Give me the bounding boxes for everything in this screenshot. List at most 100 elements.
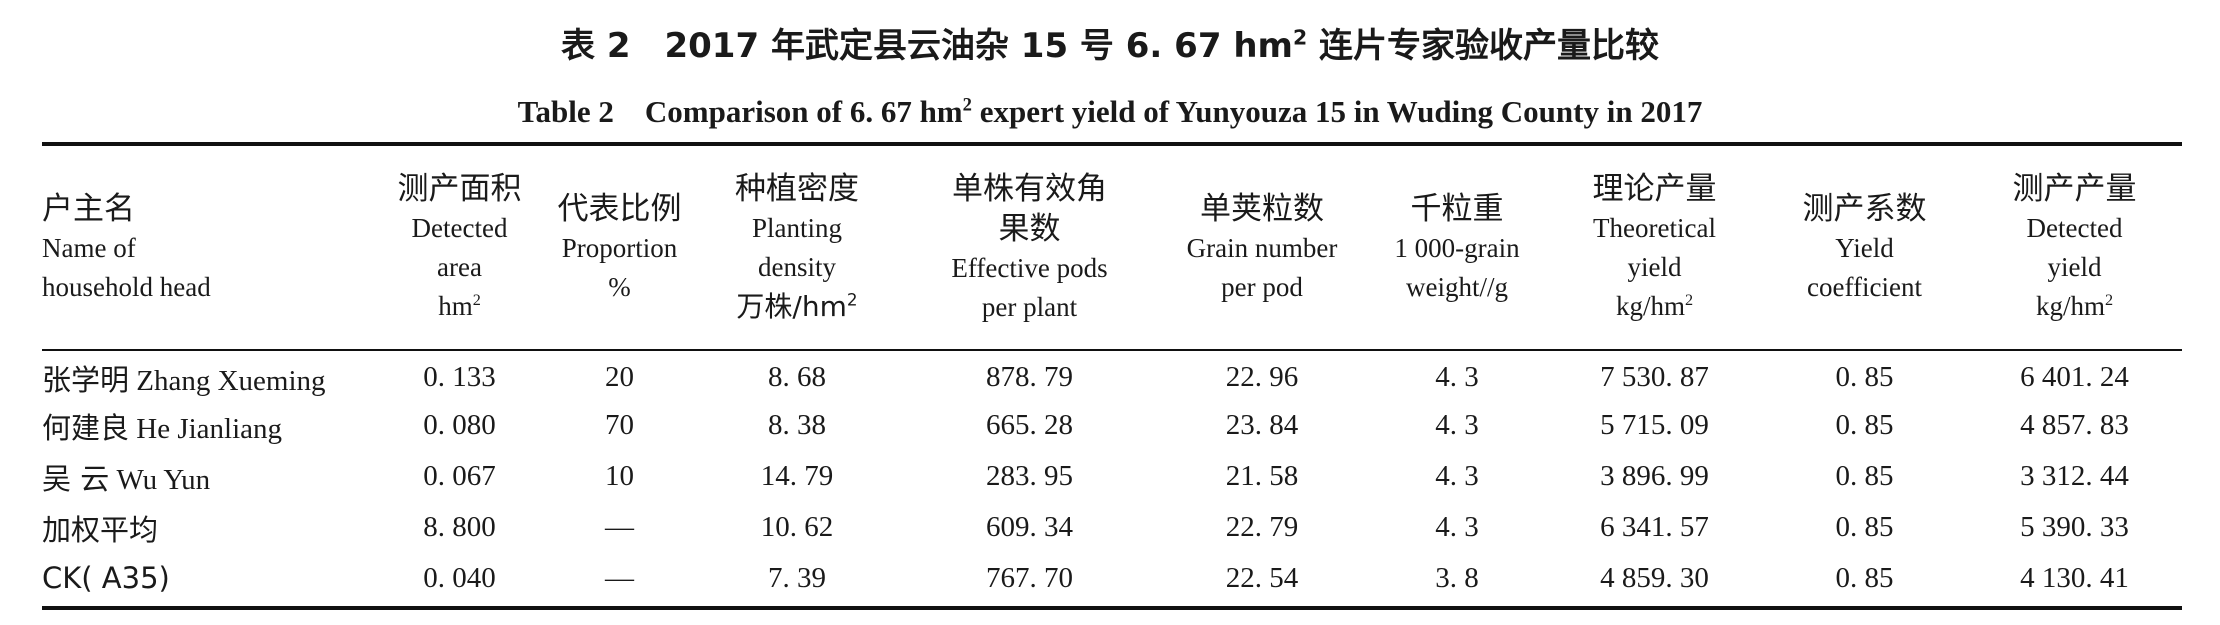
- household-name-en: Wu Yun: [116, 463, 211, 496]
- header-en: Theoretical: [1593, 213, 1716, 243]
- cell-detected: 4 857. 83: [2020, 409, 2129, 441]
- header-cn: 代表比例: [557, 190, 682, 227]
- cell-household-name: 张学明 Zhang Xueming: [42, 349, 372, 400]
- unit-superscript: 2: [472, 291, 481, 309]
- cell-pods: 283. 95: [986, 460, 1073, 492]
- cell-coefficient: 0. 85: [1835, 562, 1894, 594]
- cell-density: 7. 39: [768, 562, 826, 594]
- caption-cn-superscript: 2: [1292, 25, 1308, 50]
- cell-pods: 609. 34: [986, 511, 1073, 543]
- household-name-en: He Jianliang: [136, 412, 283, 445]
- header-en: Planting: [751, 213, 842, 243]
- header-unit: hm2: [372, 287, 547, 326]
- column-header-pods: 单株有效角 果数 Effective pods per plant: [902, 146, 1157, 349]
- cell-coefficient: 0. 85: [1835, 361, 1894, 393]
- unit-text: kg/hm: [1615, 291, 1685, 321]
- header-en: density: [758, 252, 836, 282]
- cell-density: 8. 38: [768, 409, 826, 441]
- caption-en-text-end: expert yield of Yunyouza 15 in Wuding Co…: [971, 94, 1703, 129]
- header-cn: 种植密度: [735, 171, 859, 207]
- header-unit: 万株/hm2: [692, 287, 902, 326]
- cell-coefficient: 0. 85: [1835, 409, 1894, 441]
- cell-proportion: 20: [605, 361, 634, 393]
- table-row: CK( A35) 0. 040 — 7. 39 767. 70 22. 54 3. 8 4 8…: [42, 553, 2182, 604]
- header-en: Detected: [2026, 213, 2123, 243]
- cell-area: 0. 040: [423, 562, 496, 594]
- header-unit: kg/hm2: [1967, 287, 2182, 326]
- header-cn: 理论产量: [1592, 171, 1717, 207]
- caption-en-text: Table 2 Comparison of 6. 67 hm: [517, 94, 963, 129]
- table-header-row: 户主名 Name of household head 测产面积 Detected…: [42, 146, 2182, 349]
- cell-detected: 4 130. 41: [2020, 562, 2129, 594]
- cell-weight: 4. 3: [1435, 409, 1479, 441]
- table-row: 何建良 He Jianliang 0. 080 70 8. 38 665. 28 23. …: [42, 400, 2182, 451]
- household-name-cn: 加权平均: [42, 512, 159, 547]
- unit-text: 万株/hm: [736, 290, 847, 323]
- household-name-cn: CK( A35): [42, 561, 170, 595]
- household-name-en: Zhang Xueming: [136, 364, 326, 397]
- cell-density: 10. 62: [760, 511, 834, 543]
- header-en: Effective pods: [951, 252, 1108, 283]
- cell-detected: 6 401. 24: [2020, 361, 2129, 393]
- column-header-density: 种植密度 Planting density 万株/hm2: [692, 146, 902, 349]
- household-name-cn: 吴 云: [42, 461, 110, 496]
- column-header-theoretical-yield: 理论产量 Theoretical yield kg/hm2: [1547, 146, 1762, 349]
- household-name-cn: 张学明: [42, 362, 130, 397]
- header-en: per pod: [1221, 271, 1303, 302]
- column-header-area: 测产面积 Detected area hm2: [372, 146, 547, 349]
- caption-en-superscript: 2: [962, 94, 972, 116]
- table-row: 张学明 Zhang Xueming 0. 133 20 8. 68 878. 79 22.…: [42, 349, 2182, 400]
- cell-coefficient: 0. 85: [1835, 511, 1894, 543]
- cell-weight: 3. 8: [1435, 562, 1479, 594]
- cell-proportion: 10: [605, 460, 634, 492]
- cell-density: 14. 79: [760, 460, 834, 492]
- header-en: Grain number: [1186, 232, 1338, 263]
- unit-superscript: 2: [846, 289, 858, 310]
- header-cn: 果数: [998, 210, 1061, 247]
- header-en: 1 000-grain: [1394, 232, 1520, 263]
- cell-weight: 4. 3: [1435, 460, 1479, 492]
- cell-pods: 878. 79: [986, 361, 1073, 393]
- header-en: Detected: [411, 213, 508, 243]
- header-cn: 户主名: [42, 190, 135, 227]
- cell-theoretical: 7 530. 87: [1600, 361, 1709, 393]
- header-en: Yield: [1835, 232, 1894, 263]
- header-unit: %: [608, 271, 631, 302]
- header-cn: 测产系数: [1802, 190, 1927, 227]
- cell-proportion: 70: [605, 409, 634, 441]
- table-caption-english: Table 2 Comparison of 6. 67 hm2 expert y…: [0, 86, 2220, 131]
- table-row: 加权平均 8. 800 — 10. 62 609. 34 22. 79 4. 3 6 341.…: [42, 502, 2182, 553]
- table-header-rule: [42, 349, 2182, 351]
- cell-area: 0. 133: [423, 361, 496, 393]
- cell-household-name: CK( A35): [42, 553, 372, 604]
- header-cn: 单株有效角: [952, 170, 1107, 207]
- header-cn: 单荚粒数: [1200, 190, 1324, 227]
- cell-theoretical: 5 715. 09: [1600, 409, 1709, 441]
- cell-detected: 5 390. 33: [2020, 511, 2129, 543]
- unit-superscript: 2: [1684, 291, 1694, 309]
- cell-density: 8. 68: [768, 361, 826, 393]
- table-row: 吴 云 Wu Yun 0. 067 10 14. 79 283. 95 21. 58 4. …: [42, 451, 2182, 502]
- header-unit: kg/hm2: [1547, 287, 1762, 326]
- column-header-weight: 千粒重 1 000-grain weight//g: [1367, 146, 1547, 349]
- table-caption-chinese: 表 2 2017 年武定县云油杂 15 号 6. 67 hm2 连片专家验收产量…: [0, 18, 2220, 67]
- cell-theoretical: 6 341. 57: [1600, 511, 1709, 543]
- header-en: Name of: [42, 232, 136, 263]
- caption-cn-text-end: 连片专家验收产量比较: [1307, 26, 1660, 66]
- header-en: yield: [1627, 252, 1682, 282]
- header-en: yield: [2047, 252, 2102, 282]
- header-en: area: [437, 252, 482, 282]
- table-top-rule: [42, 142, 2182, 146]
- cell-household-name: 何建良 He Jianliang: [42, 400, 372, 451]
- unit-text: kg/hm: [2035, 291, 2105, 321]
- header-en: household head: [42, 271, 211, 302]
- cell-proportion: —: [605, 562, 634, 594]
- column-header-detected-yield: 测产产量 Detected yield kg/hm2: [1967, 146, 2182, 349]
- column-header-proportion: 代表比例 Proportion %: [547, 146, 692, 349]
- cell-theoretical: 4 859. 30: [1600, 562, 1709, 594]
- header-en: per plant: [981, 291, 1078, 322]
- header-en: coefficient: [1807, 271, 1922, 302]
- cell-detected: 3 312. 44: [2020, 460, 2129, 492]
- unit-text: hm: [438, 291, 473, 321]
